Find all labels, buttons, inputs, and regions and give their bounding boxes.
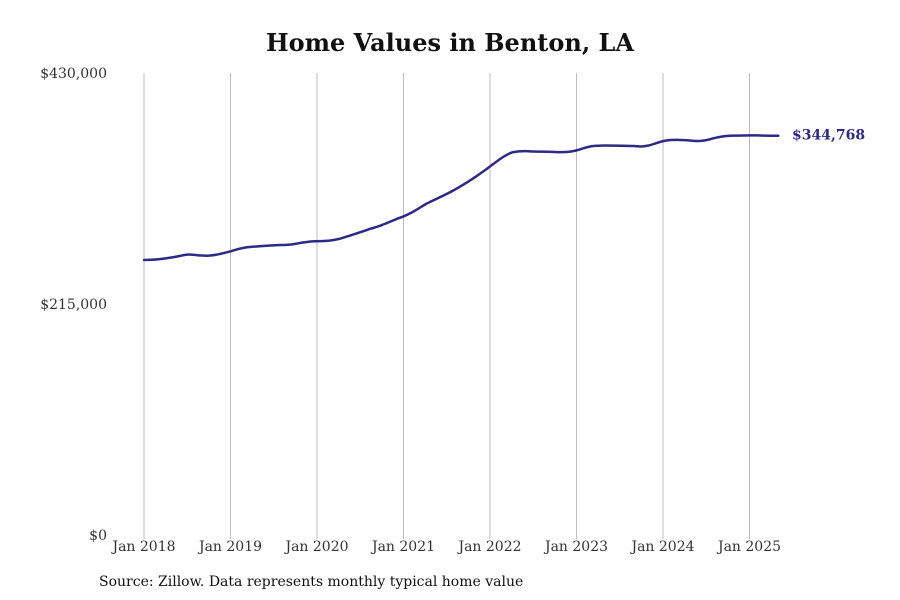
gridlines: [143, 73, 750, 539]
x-tick-label: Jan 2025: [716, 539, 781, 555]
x-tick-label: Jan 2018: [110, 539, 175, 555]
x-tick-label: Jan 2024: [629, 539, 694, 555]
end-label-layer: $344,768: [792, 128, 865, 144]
source-note: Source: Zillow. Data represents monthly …: [99, 574, 524, 590]
y-tick-label: $215,000: [40, 297, 107, 313]
series-layer: [142, 134, 780, 262]
chart-title: Home Values in Benton, LA: [265, 28, 635, 57]
series-line-0: [142, 134, 780, 262]
x-tick-label: Jan 2023: [543, 539, 608, 555]
x-axis-ticks: Jan 2018 Jan 2019 Jan 2020 Jan 2021 Jan 2022…: [110, 539, 781, 555]
x-tick-label: Jan 2022: [456, 539, 521, 555]
end-value-label: $344,768: [792, 128, 865, 144]
y-tick-label: $0: [89, 528, 107, 544]
x-tick-label: Jan 2019: [197, 539, 262, 555]
y-axis-ticks: $0 $215,000 $430,000: [40, 66, 107, 544]
y-tick-label: $430,000: [40, 66, 107, 82]
x-tick-label: Jan 2021: [370, 539, 435, 555]
x-tick-label: Jan 2020: [283, 539, 348, 555]
